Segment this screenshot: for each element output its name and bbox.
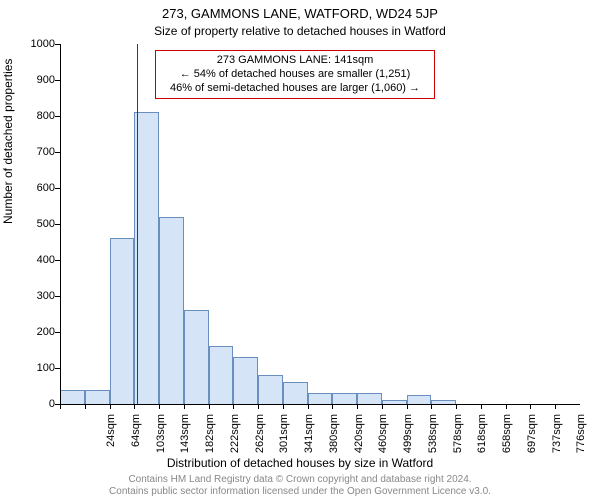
footer-line-1: Contains HM Land Registry data © Crown c… bbox=[0, 474, 600, 486]
annotation-box: 273 GAMMONS LANE: 141sqm← 54% of detache… bbox=[155, 50, 435, 99]
plot-area: 0100200300400500600700800900100024sqm64s… bbox=[60, 44, 580, 404]
y-tick-label: 900 bbox=[15, 74, 55, 86]
x-tick bbox=[431, 404, 432, 409]
x-tick bbox=[184, 404, 185, 409]
x-tick bbox=[382, 404, 383, 409]
x-tick bbox=[456, 404, 457, 409]
y-tick bbox=[55, 296, 60, 297]
annotation-line: 46% of semi-detached houses are larger (… bbox=[162, 82, 428, 96]
y-tick bbox=[55, 332, 60, 333]
y-tick-label: 700 bbox=[15, 146, 55, 158]
x-axis-label: Distribution of detached houses by size … bbox=[0, 456, 600, 470]
x-tick bbox=[110, 404, 111, 409]
y-tick-label: 1000 bbox=[15, 38, 55, 50]
histogram-bar bbox=[332, 393, 357, 404]
y-tick bbox=[55, 224, 60, 225]
y-tick-label: 400 bbox=[15, 254, 55, 266]
y-tick bbox=[55, 368, 60, 369]
footer-line-2: Contains public sector information licen… bbox=[0, 486, 600, 498]
y-tick-label: 500 bbox=[15, 218, 55, 230]
y-axis-line bbox=[60, 44, 61, 404]
y-tick-label: 600 bbox=[15, 182, 55, 194]
x-tick bbox=[258, 404, 259, 409]
histogram-bar bbox=[209, 346, 234, 404]
y-axis-label: Number of detached properties bbox=[1, 59, 15, 224]
histogram-bar bbox=[357, 393, 382, 404]
annotation-line: ← 54% of detached houses are smaller (1,… bbox=[162, 68, 428, 82]
histogram-bar bbox=[134, 112, 159, 404]
x-tick bbox=[506, 404, 507, 409]
histogram-bar bbox=[308, 393, 333, 404]
histogram-bar bbox=[258, 375, 283, 404]
y-tick bbox=[55, 260, 60, 261]
x-tick bbox=[555, 404, 556, 409]
x-tick bbox=[233, 404, 234, 409]
x-tick bbox=[308, 404, 309, 409]
x-tick bbox=[134, 404, 135, 409]
x-tick bbox=[357, 404, 358, 409]
chart-container: 273, GAMMONS LANE, WATFORD, WD24 5JP Siz… bbox=[0, 0, 600, 500]
chart-title-main: 273, GAMMONS LANE, WATFORD, WD24 5JP bbox=[0, 6, 600, 21]
x-tick bbox=[60, 404, 61, 409]
x-tick bbox=[283, 404, 284, 409]
histogram-bar bbox=[85, 390, 110, 404]
x-tick bbox=[481, 404, 482, 409]
y-tick bbox=[55, 188, 60, 189]
annotation-line: 273 GAMMONS LANE: 141sqm bbox=[162, 54, 428, 68]
y-tick-label: 0 bbox=[15, 398, 55, 410]
x-tick bbox=[530, 404, 531, 409]
histogram-bar bbox=[283, 382, 308, 404]
x-axis-line bbox=[60, 404, 580, 405]
histogram-bar bbox=[407, 395, 432, 404]
footer-attribution: Contains HM Land Registry data © Crown c… bbox=[0, 474, 600, 498]
y-tick-label: 100 bbox=[15, 362, 55, 374]
y-tick bbox=[55, 80, 60, 81]
y-tick bbox=[55, 116, 60, 117]
histogram-bar bbox=[159, 217, 184, 404]
histogram-bar bbox=[184, 310, 209, 404]
x-tick bbox=[159, 404, 160, 409]
histogram-bar bbox=[60, 390, 85, 404]
histogram-bar bbox=[233, 357, 258, 404]
x-tick bbox=[407, 404, 408, 409]
x-tick bbox=[85, 404, 86, 409]
y-tick-label: 300 bbox=[15, 290, 55, 302]
x-tick bbox=[209, 404, 210, 409]
chart-title-sub: Size of property relative to detached ho… bbox=[0, 24, 600, 38]
property-marker-line bbox=[137, 44, 138, 404]
x-tick bbox=[332, 404, 333, 409]
y-tick bbox=[55, 44, 60, 45]
y-tick-label: 200 bbox=[15, 326, 55, 338]
histogram-bar bbox=[110, 238, 135, 404]
y-tick bbox=[55, 152, 60, 153]
y-tick-label: 800 bbox=[15, 110, 55, 122]
